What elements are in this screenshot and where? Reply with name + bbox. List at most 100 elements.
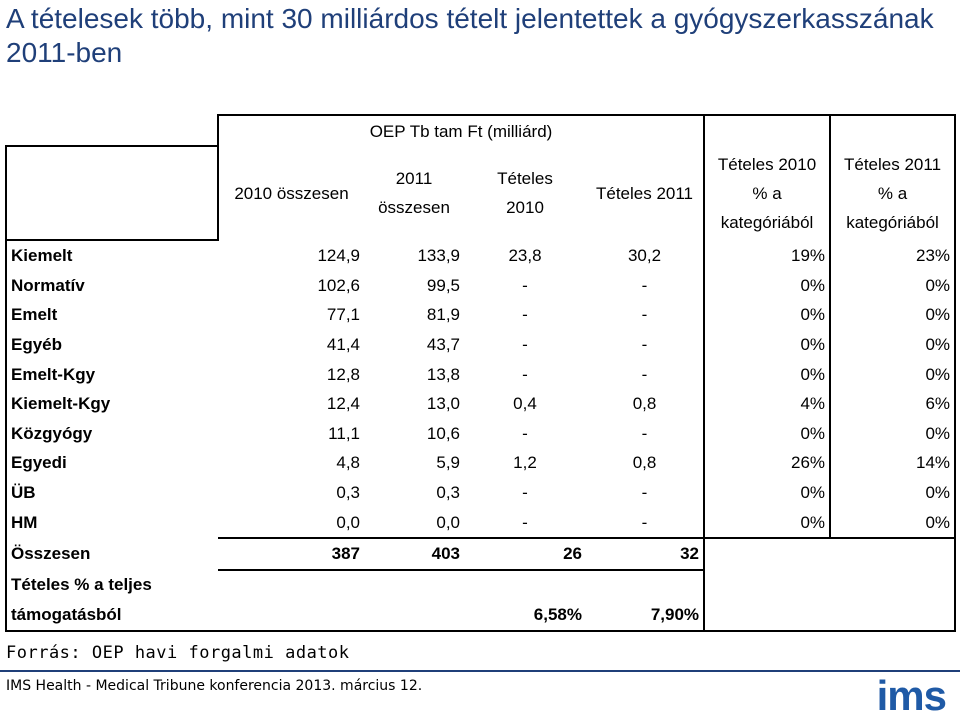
cell-2011-osszesen: 0,0 [436,512,460,532]
row-label: Emelt [5,300,218,330]
cell-2011-osszesen: 13,8 [426,364,460,384]
cell-teteles-2010: 1,2 [513,453,537,473]
share-teteles-2010: 6,58% [464,600,586,632]
group-header: OEP Tb tam Ft (milliárd) [216,114,706,146]
total-label: Összesen [5,537,218,570]
cell-pct-2011: 0% [830,507,957,538]
cell-teteles-2011: - [586,418,706,449]
cell-pct-2010: 0% [704,507,832,538]
cell-2010-osszesen: 0,3 [336,483,360,503]
row-label: Egyéb [5,329,218,360]
cell-2011-osszesen: 0,3 [436,483,460,503]
cell-pct-2010: 0% [704,300,832,330]
cell-2011-osszesen: 13,0 [426,394,460,414]
cell-pct-2010: 0% [704,359,832,389]
cell-pct-2010: 26% [704,448,832,478]
cell-pct-2010: 0% [704,418,832,449]
cell-2011-osszesen: 81,9 [426,305,460,325]
cell-pct-2011: 14% [830,448,957,478]
cell-pct-2011: 0% [830,329,957,360]
col-header-teteles-2010: Tételes 2010 [497,169,553,217]
share-teteles-2011: 7,90% [586,600,706,632]
cell-pct-2010: 0% [704,477,832,508]
cell-2010-osszesen: 77,1 [326,305,360,325]
cell-2010-osszesen: 124,9 [317,245,360,265]
cell-teteles-2010: - [522,335,528,355]
cell-pct-2010: 4% [704,388,832,419]
table-row: ÜB 0,3 0,3- -0% 0% [5,477,957,508]
cell-teteles-2010: - [522,364,528,384]
cell-teteles-2011: 0,8 [586,388,706,419]
cell-2010-osszesen: 0,0 [336,512,360,532]
cell-2011-osszesen: 10,6 [426,423,460,443]
cell-teteles-2011: - [586,270,706,301]
share-label-2: támogatásból [5,600,218,632]
table-row: Egyéb 41,4 43,7- -0% 0% [5,329,957,360]
table-row: Emelt-Kgy 12,8 13,8- -0% 0% [5,359,957,389]
table-row: Kiemelt 124,9 133,9 23,8 30,2 19% 23% [5,239,957,271]
table-row: Közgyógy 11,1 10,6- -0% 0% [5,418,957,449]
page-title: A tételesek több, mint 30 milliárdos tét… [6,3,934,68]
cell-2010-osszesen: 4,8 [336,453,360,473]
cell-2011-osszesen: 133,9 [417,245,460,265]
col-header-pct-2010: Tételes 2010 % a kategóriából [704,146,832,240]
table-row: Emelt 77,1 81,9- -0% 0% [5,300,957,330]
cell-teteles-2010: - [522,483,528,503]
cell-pct-2011: 0% [830,359,957,389]
cell-pct-2010: 0% [704,329,832,360]
cell-teteles-2011: 0,8 [586,448,706,478]
cell-teteles-2010: - [522,275,528,295]
cell-teteles-2010: - [522,512,528,532]
col-header-teteles-2011: Tételes 2011 [586,146,706,240]
total-2011: 403 [364,536,464,570]
cell-teteles-2011: - [586,477,706,508]
total-teteles-2011: 32 [586,536,706,570]
cell-pct-2011: 0% [830,300,957,330]
cell-2011-osszesen: 99,5 [426,275,460,295]
cell-teteles-2011: - [586,359,706,389]
cell-pct-2011: 0% [830,418,957,449]
cell-2010-osszesen: 12,8 [326,364,360,384]
row-label: Egyedi [5,448,218,478]
share-label-1: Tételes % a teljes [5,569,218,601]
cell-teteles-2011: - [586,300,706,330]
cell-pct-2011: 0% [830,270,957,301]
row-label: HM [5,507,218,538]
cell-teteles-2011: - [586,329,706,360]
row-label: Emelt-Kgy [5,359,218,389]
col-header-2010-osszesen: 2010 összesen [217,146,364,240]
cell-2010-osszesen: 11,1 [328,423,360,443]
col-header-2011-osszesen: 2011 összesen [378,169,450,217]
row-label: Kiemelt [5,239,218,271]
cell-2011-osszesen: 43,7 [426,335,460,355]
row-label: Kiemelt-Kgy [5,388,218,419]
cell-2010-osszesen: 12,4 [326,394,360,414]
footer-text: IMS Health - Medical Tribune konferencia… [6,678,423,694]
cell-teteles-2010: - [522,423,528,443]
cell-pct-2011: 0% [830,477,957,508]
cell-pct-2011: 6% [830,388,957,419]
col-header-pct-2011: Tételes 2011 % a kategóriából [830,146,957,240]
cell-teteles-2010: - [522,305,528,325]
table-row: Egyedi 4,8 5,9 1,2 0,8 26% 14% [5,448,957,478]
data-table: OEP Tb tam Ft (milliárd) 2010 összesen 2… [5,114,957,632]
cell-2010-osszesen: 102,6 [317,275,360,295]
cell-pct-2011: 23% [830,240,957,271]
total-teteles-2010: 26 [464,536,586,570]
cell-teteles-2010: 23,8 [508,245,542,265]
cell-teteles-2011: 30,2 [586,240,706,271]
cell-2011-osszesen: 5,9 [436,453,460,473]
ims-logo: ims [876,672,947,719]
row-label: ÜB [5,477,218,508]
source-note: Forrás: OEP havi forgalmi adatok [6,643,350,663]
table-row: Kiemelt-Kgy 12,4 13,0 0,4 0,8 4% 6% [5,388,957,419]
total-2010: 387 [218,536,364,570]
table-row: Normatív 102,6 99,5- -0% 0% [5,270,957,301]
cell-2010-osszesen: 41,4 [326,335,360,355]
cell-pct-2010: 19% [704,240,832,271]
cell-teteles-2010: 0,4 [513,394,537,414]
cell-pct-2010: 0% [704,270,832,301]
row-label: Közgyógy [5,418,218,449]
footer-divider [0,670,960,672]
cell-teteles-2011: - [586,507,706,538]
